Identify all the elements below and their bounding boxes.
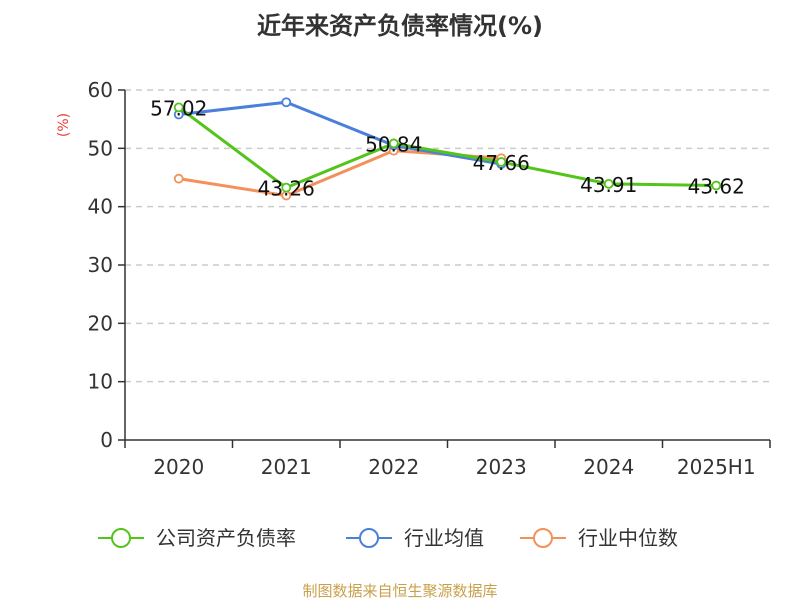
x-tick-label: 2021 — [261, 455, 312, 479]
x-tick-label: 2023 — [476, 455, 527, 479]
data-label: 43.26 — [258, 177, 315, 201]
chart-title: 近年来资产负债率情况(%) — [257, 12, 543, 40]
y-tick-label: 50 — [88, 136, 113, 160]
data-label: 57.02 — [150, 96, 207, 120]
series-lines — [177, 100, 717, 198]
data-label: 43.62 — [688, 175, 745, 199]
y-tick-label: 40 — [88, 195, 113, 219]
gridlines — [125, 89, 770, 383]
legend-label: 公司资产负债率 — [156, 526, 296, 550]
y-tick-label: 10 — [88, 370, 113, 394]
series-line-1 — [177, 106, 717, 190]
data-point — [603, 178, 614, 189]
series-line-2 — [178, 100, 502, 166]
data-point — [173, 173, 184, 184]
legend-label: 行业均值 — [404, 526, 484, 550]
x-tick-label: 2020 — [153, 455, 204, 479]
data-label: 43.91 — [580, 173, 637, 197]
legend-marker — [533, 528, 553, 548]
legend-label: 行业中位数 — [578, 526, 678, 550]
x-tick-labels: 2020 2021 2022 2023 2024 2025H1 — [153, 455, 755, 479]
legend: 公司资产负债率 行业均值 行业中位数 — [98, 526, 678, 550]
source-note: 制图数据来自恒生聚源数据库 — [302, 582, 497, 600]
y-tick-label: 60 — [88, 78, 113, 102]
series-line-3 — [178, 149, 502, 198]
x-tick-label: 2025H1 — [677, 455, 756, 479]
y-tick-label: 20 — [88, 311, 113, 335]
data-point — [711, 180, 722, 191]
legend-marker — [359, 528, 379, 548]
series-points — [173, 97, 722, 201]
legend-marker — [111, 528, 131, 548]
data-point — [281, 97, 292, 108]
data-point — [388, 138, 399, 149]
axes — [118, 89, 771, 448]
data-labels: 57.02 43.26 50.84 47.66 43.91 43.62 — [150, 96, 745, 200]
x-tick-label: 2024 — [583, 455, 634, 479]
x-tick-label: 2022 — [368, 455, 419, 479]
data-label: 50.84 — [365, 132, 422, 156]
data-point — [281, 182, 292, 193]
y-axis-unit: (%) — [56, 113, 72, 137]
data-point — [173, 102, 184, 113]
y-tick-labels: 0 10 20 30 40 50 60 — [88, 78, 113, 452]
y-tick-label: 0 — [100, 428, 113, 452]
data-point — [496, 157, 507, 167]
y-tick-label: 30 — [88, 253, 113, 277]
data-label: 47.66 — [473, 151, 530, 175]
